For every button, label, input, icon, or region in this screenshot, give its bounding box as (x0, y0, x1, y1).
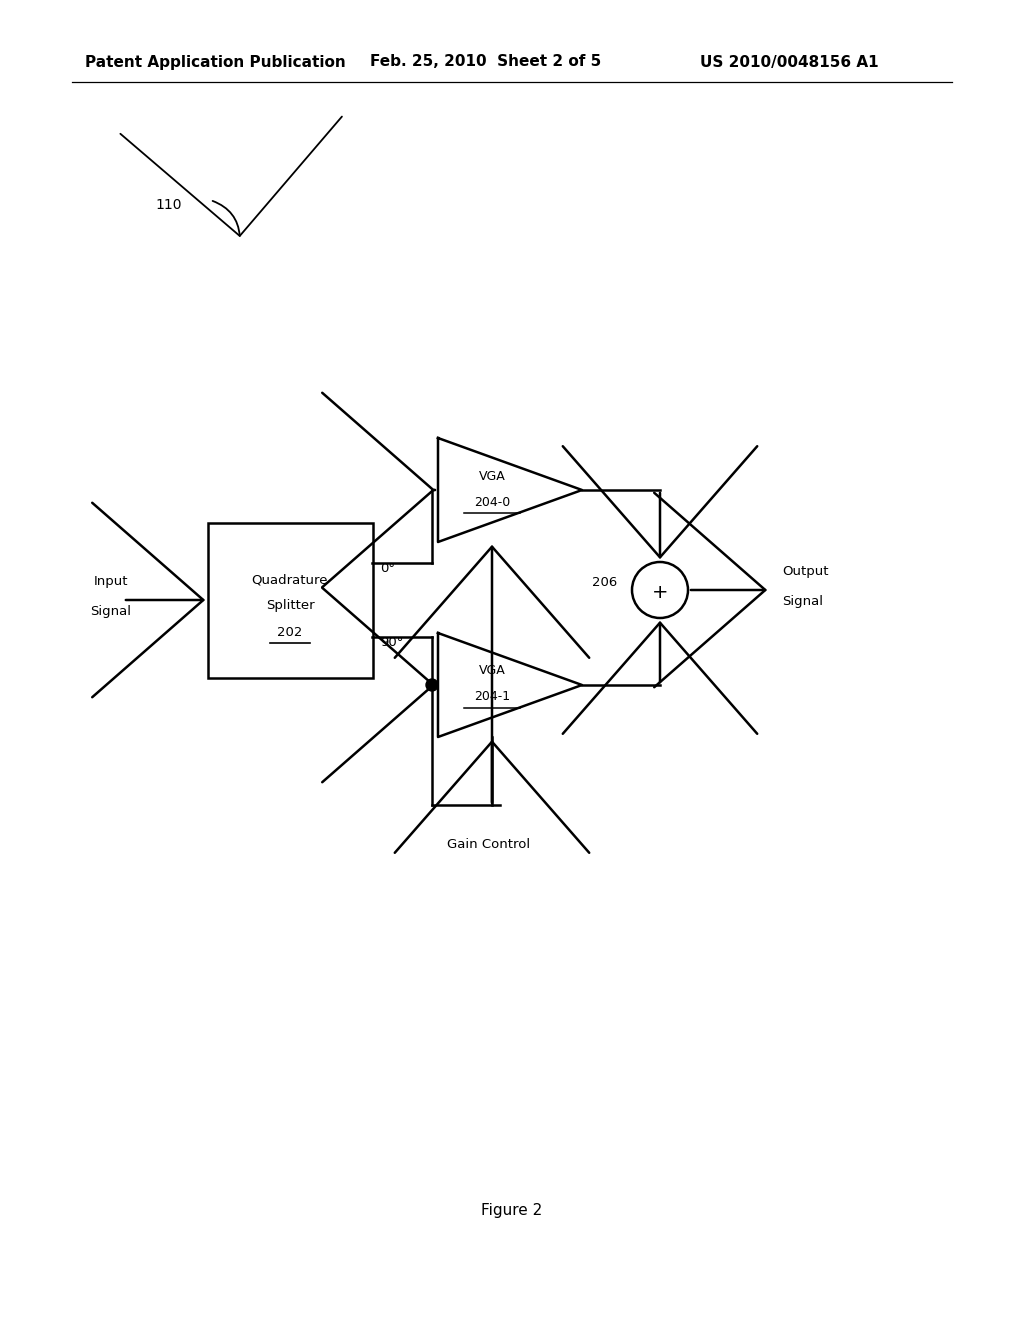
Text: US 2010/0048156 A1: US 2010/0048156 A1 (700, 54, 879, 70)
Text: VGA: VGA (478, 470, 506, 483)
Bar (208, 523, 373, 678)
Text: Patent Application Publication: Patent Application Publication (85, 54, 346, 70)
Text: Signal: Signal (90, 606, 131, 619)
Text: Output: Output (782, 565, 828, 578)
Circle shape (426, 678, 438, 690)
Text: 204-0: 204-0 (474, 495, 510, 508)
Text: Input: Input (94, 576, 128, 589)
Text: VGA: VGA (478, 664, 506, 677)
Text: Quadrature: Quadrature (252, 573, 329, 586)
Text: +: + (651, 582, 669, 602)
Text: 204-1: 204-1 (474, 690, 510, 704)
Text: Gain Control: Gain Control (447, 838, 530, 851)
Text: 206: 206 (592, 576, 617, 589)
Text: Figure 2: Figure 2 (481, 1203, 543, 1217)
Text: 90°: 90° (380, 635, 403, 648)
Text: Signal: Signal (782, 595, 823, 609)
Text: Splitter: Splitter (265, 598, 314, 611)
Circle shape (632, 562, 688, 618)
Text: 0°: 0° (380, 561, 395, 574)
Text: Feb. 25, 2010  Sheet 2 of 5: Feb. 25, 2010 Sheet 2 of 5 (370, 54, 601, 70)
Text: 202: 202 (278, 626, 303, 639)
Text: 110: 110 (155, 198, 181, 213)
